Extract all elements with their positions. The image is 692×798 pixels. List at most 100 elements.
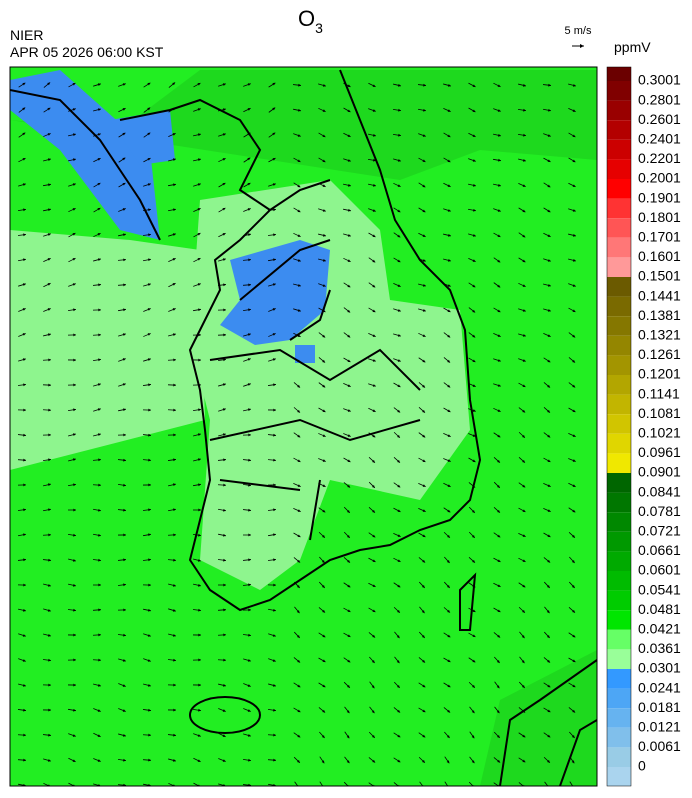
wind-arrow-head — [396, 635, 400, 639]
wind-arrow-head — [447, 109, 451, 112]
wind-arrow-head — [373, 158, 376, 162]
wind-arrow-head — [572, 159, 576, 163]
colorbar-label: 0.1501 — [638, 268, 681, 284]
wind-arrow-head — [397, 434, 400, 438]
wind-arrow-head — [173, 383, 176, 387]
wind-arrow-head — [197, 258, 201, 261]
wind-arrow-head — [23, 383, 26, 387]
wind-arrow-head — [571, 585, 575, 588]
wind-arrow-head — [471, 710, 475, 714]
wind-arrow-head — [447, 258, 451, 262]
wind-arrow-head — [123, 233, 126, 237]
wind-arrow-head — [48, 208, 51, 212]
wind-arrow-head — [546, 610, 550, 614]
wind-arrow-head — [97, 158, 101, 161]
wind-arrow-head — [497, 234, 501, 237]
colorbar-segment — [607, 81, 631, 101]
wind-arrow-head — [23, 608, 26, 612]
wind-arrow-head — [223, 333, 226, 337]
colorbar-segment — [607, 708, 631, 728]
wind-arrow-head — [147, 333, 151, 336]
wind-arrow-head — [422, 709, 426, 713]
wind-arrow-head — [347, 109, 351, 113]
wind-arrow-head — [173, 183, 176, 187]
wind-arrow-head — [247, 684, 251, 687]
wind-arrow-head — [373, 133, 376, 137]
colorbar-label: 0.0721 — [638, 523, 681, 539]
colorbar-label: 0 — [638, 758, 646, 774]
wind-arrow-head — [397, 559, 401, 562]
wind-arrow-head — [72, 458, 76, 462]
wind-arrow-head — [198, 533, 201, 537]
wind-arrow-head — [47, 609, 51, 612]
wind-arrow-head — [397, 534, 401, 537]
wind-arrow-head — [98, 783, 101, 786]
wind-arrow-head — [222, 133, 226, 136]
wind-arrow — [544, 781, 549, 786]
wind-arrow-head — [471, 735, 475, 739]
wind-arrow-head — [547, 384, 551, 388]
wind-arrow-head — [273, 533, 276, 537]
wind-arrow-head — [522, 384, 526, 387]
wind-arrow — [368, 782, 375, 786]
wind-arrow-head — [347, 659, 351, 663]
wind-arrow-head — [273, 383, 276, 387]
wind-arrow-head — [198, 408, 201, 412]
wind-arrow-head — [322, 134, 326, 138]
wind-arrow-head — [173, 433, 176, 437]
wind-arrow-head — [547, 734, 551, 738]
wind-arrow-head — [296, 759, 300, 763]
wind-arrow-head — [297, 484, 301, 487]
wind-arrow-head — [22, 358, 26, 361]
wind-arrow-head — [173, 683, 176, 687]
wind-arrow-head — [423, 108, 426, 112]
wind-arrow-head — [447, 134, 451, 138]
wind-arrow-head — [548, 108, 551, 112]
wind-arrow-head — [223, 783, 226, 786]
wind-arrow-head — [522, 759, 526, 763]
wind-arrow-head — [372, 259, 376, 263]
wind-arrow-head — [72, 258, 76, 261]
wind-arrow-head — [97, 182, 101, 186]
wind-arrow-head — [73, 308, 76, 312]
wind-arrow-head — [372, 284, 376, 288]
wind-arrow-head — [223, 358, 226, 362]
wind-arrow-head — [147, 107, 151, 111]
wind-arrow-head — [273, 258, 276, 262]
wind-arrow-head — [272, 107, 276, 111]
wind-arrow-head — [397, 83, 401, 87]
wind-arrow-head — [447, 709, 451, 713]
island-coast — [189, 696, 261, 734]
wind-arrow-head — [422, 409, 426, 413]
wind-arrow-head — [273, 233, 276, 237]
wind-arrow-head — [173, 533, 176, 537]
colorbar-segment — [607, 355, 631, 375]
wind-arrow-head — [571, 760, 575, 764]
colorbar-label: 0.2601 — [638, 111, 681, 127]
wind-arrow-head — [522, 158, 526, 162]
wind-arrow-head — [547, 459, 551, 462]
wind-arrow-head — [572, 309, 576, 312]
wind-arrow-head — [98, 558, 101, 562]
wind-arrow-head — [522, 734, 526, 738]
colorbar-label: 0.0661 — [638, 542, 681, 558]
wind-arrow-head — [497, 609, 501, 613]
wind-arrow-head — [48, 733, 51, 737]
wind-arrow-head — [223, 458, 226, 462]
wind-arrow-head — [222, 182, 226, 186]
wind-arrow-head — [572, 384, 576, 388]
wind-arrow-head — [473, 183, 476, 187]
wind-arrow-head — [197, 108, 201, 111]
wind-arrow-head — [98, 508, 101, 512]
wind-arrow-head — [472, 159, 476, 162]
wind-arrow-head — [472, 284, 476, 288]
wind-arrow-head — [272, 308, 276, 311]
wind-arrow-head — [521, 660, 525, 664]
wind-arrow-head — [73, 683, 76, 687]
wind-arrow — [518, 782, 524, 786]
coastline — [499, 659, 597, 786]
wind-arrow-head — [22, 659, 26, 662]
wind-arrow-head — [247, 83, 251, 86]
field-patch — [10, 70, 597, 180]
map-frame — [9, 66, 598, 787]
